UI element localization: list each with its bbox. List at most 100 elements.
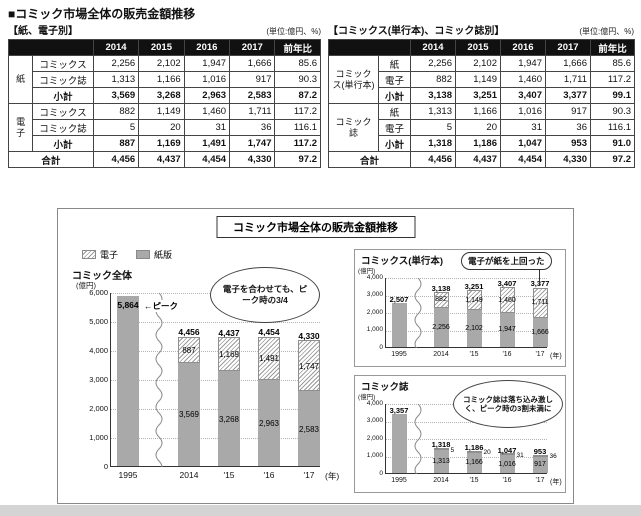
- cell-value: 1,747: [229, 135, 276, 152]
- chart-comic-magazines: コミック誌 (億円) コミック誌は落ち込み激しく、ピーク時の3割未満に 0 1,0…: [354, 375, 566, 493]
- paper-electronic-table: 2014 2015 2016 2017 前年比紙コミックス 2,256 2,102 1,947…: [7, 39, 321, 168]
- paper-value-label: 3,569: [178, 410, 200, 420]
- cell-value: 1,491: [183, 135, 231, 152]
- cell-value: 117.2: [274, 103, 321, 120]
- row-group-label: コミックス(単行本): [328, 55, 379, 104]
- cell-value: 917: [545, 103, 591, 120]
- paper-bar-segment: [391, 414, 407, 473]
- paper-swatch-icon: [136, 250, 151, 259]
- x-axis-tick-label: '17: [535, 477, 545, 484]
- y-axis-tick-label: 4,000: [89, 346, 108, 356]
- total-row-label: 合計: [328, 151, 411, 168]
- x-axis-tick-label: '16: [502, 477, 512, 484]
- row-label: 小計: [378, 87, 411, 104]
- row-group-label: コミック誌: [328, 103, 379, 152]
- cell-value: 1,186: [455, 135, 501, 152]
- cell-value: 1,460: [183, 103, 231, 120]
- cell-value: 36: [545, 119, 591, 136]
- cell-value: 1,947: [500, 55, 546, 72]
- electronic-bar-segment: [532, 287, 548, 318]
- cell-value: 116.1: [274, 119, 321, 136]
- x-axis-tick-label: 2014: [179, 470, 199, 480]
- x-axis-tick-label: '17: [303, 470, 315, 480]
- electronic-value-label: 882: [435, 296, 447, 304]
- row-label: 電子: [378, 71, 411, 88]
- cell-value: 1,047: [500, 135, 546, 152]
- row-label: 小計: [378, 135, 411, 152]
- peak-annotation: ←ピーク: [143, 300, 180, 312]
- electronic-bar-segment: [466, 290, 482, 311]
- table-column-header: 2014: [92, 39, 140, 56]
- paper-bar-segment: [466, 452, 482, 473]
- paper-bar-segment: [532, 456, 548, 473]
- table-column-header: 2017: [545, 39, 591, 56]
- cell-value: 1,313: [92, 71, 140, 88]
- table-row: 小計 887 1,169 1,491 1,747 117.2: [9, 135, 321, 152]
- page-title: ■コミック市場全体の販売金額推移: [8, 7, 196, 21]
- total-cell-value: 4,437: [455, 151, 501, 168]
- cell-value: 3,268: [138, 87, 185, 104]
- total-cell-value: 4,330: [229, 151, 276, 168]
- bar-total-label: 3,377: [530, 279, 550, 289]
- total-cell-value: 4,437: [138, 151, 185, 168]
- electronic-value-label: 1,491: [258, 354, 280, 364]
- chart-plot: 0 1,000 2,000 3,000 4,000 3,357 1995 1,318 1,313…: [367, 400, 562, 486]
- cell-value: 3,251: [455, 87, 501, 104]
- row-label: コミック誌: [32, 71, 94, 88]
- x-axis-tick-label: '15: [223, 470, 235, 480]
- cell-value: 1,169: [138, 135, 185, 152]
- electronic-bar-segment: [178, 336, 200, 363]
- paper-bar-segment: [466, 310, 482, 347]
- electronic-bar-segment: [499, 287, 515, 313]
- electronic-value-label: 1,711: [531, 299, 549, 307]
- row-label: コミック誌: [32, 119, 94, 136]
- gridline: [111, 409, 320, 410]
- gridline: [386, 421, 547, 423]
- cell-value: 1,666: [229, 55, 276, 72]
- electronic-bar-segment: [499, 453, 515, 456]
- cell-value: 90.3: [590, 103, 635, 120]
- bar-total-label: 4,454: [258, 327, 280, 338]
- bar-total-label: 1,318: [431, 440, 451, 450]
- total-cell-value: 97.2: [274, 151, 321, 168]
- chart-title: コミック誌: [361, 382, 409, 393]
- row-label: 電子: [378, 119, 411, 136]
- x-axis-tick-label: 1995: [391, 351, 407, 358]
- table-column-header: 2014: [410, 39, 456, 56]
- cell-value: 1,016: [183, 71, 231, 88]
- table-column-header: 2017: [229, 39, 276, 56]
- gridline: [111, 351, 320, 352]
- paper-bar-segment: [391, 303, 407, 347]
- x-axis-unit-label: (年): [550, 353, 562, 360]
- books-magazines-table-section: 【コミックス(単行本)、コミック誌別】 (単位:億円、%) 2014 2015 20…: [328, 22, 635, 168]
- y-axis-tick-label: 3,000: [89, 375, 108, 385]
- table-column-header: 2015: [455, 39, 501, 56]
- electronic-bar-segment: [433, 448, 449, 451]
- electronic-value-label: 5: [450, 446, 455, 454]
- paper-bar-segment: [218, 371, 240, 466]
- gridline: [111, 438, 320, 439]
- speech-bubble-total: 電子を合わせても、ピーク時の3/4: [210, 267, 320, 323]
- table-row: コミック誌紙 1,313 1,166 1,016 917 90.3: [328, 103, 635, 152]
- total-row-label: 合計: [8, 151, 94, 168]
- table-row: コミック誌 5 20 31 36 116.1: [9, 119, 321, 136]
- y-axis-tick-label: 0: [103, 462, 108, 472]
- row-label: 小計: [32, 135, 94, 152]
- books-magazines-table: 2014 2015 2016 2017 前年比 コミックス(単行本) 紙 2,256 2,102…: [328, 39, 635, 168]
- y-axis-tick-label: 2,000: [366, 308, 383, 316]
- cell-value: 2,963: [183, 87, 231, 104]
- cell-value: 2,102: [455, 55, 501, 72]
- bar-total-label: 1,186: [464, 442, 484, 452]
- table-header-row: 【コミックス(単行本)、コミック誌別】 (単位:億円、%): [328, 22, 634, 37]
- cell-value: 5: [410, 119, 456, 136]
- x-axis-tick-label: 2014: [433, 351, 449, 358]
- cell-value: 1,666: [545, 55, 591, 72]
- cell-value: 882: [410, 71, 456, 88]
- y-axis-tick-label: 2,000: [366, 434, 383, 442]
- cell-value: 2,256: [410, 55, 456, 72]
- cell-value: 87.2: [274, 87, 321, 104]
- y-axis-unit-label: (億円): [76, 281, 96, 290]
- cell-value: 3,377: [545, 87, 591, 104]
- cell-value: 1,166: [455, 103, 501, 120]
- electronic-value-label: 887: [182, 345, 196, 355]
